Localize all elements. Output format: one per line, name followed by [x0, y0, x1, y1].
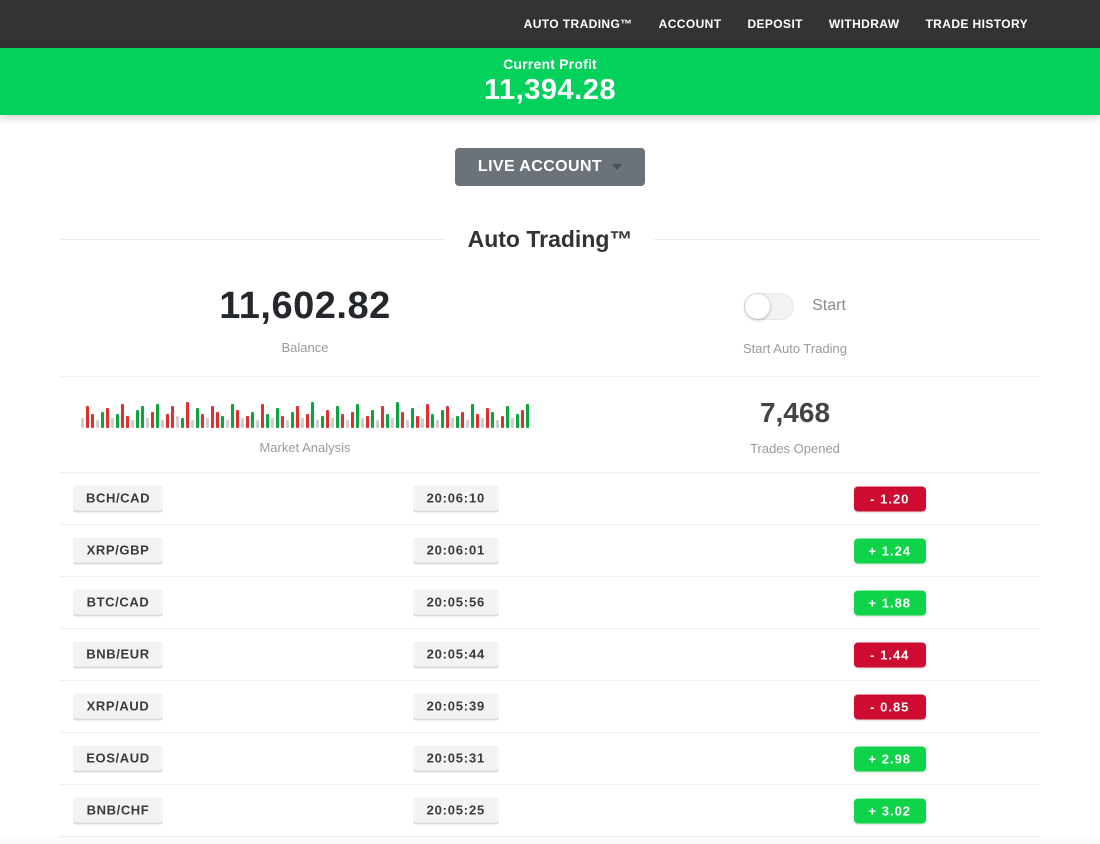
balance-value: 11,602.82 — [219, 284, 391, 327]
toggle-start-label: Start — [812, 297, 846, 314]
toggle-knob — [745, 293, 771, 319]
auto-trading-block: Start Start Auto Trading — [550, 283, 1040, 356]
chevron-down-icon — [612, 164, 623, 170]
market-analysis-label: Market Analysis — [259, 440, 351, 455]
top-navbar: AUTO TRADING™ ACCOUNT DEPOSIT WITHDRAW T… — [0, 0, 1100, 48]
time-badge: 20:06:10 — [412, 485, 499, 512]
trade-row: EOS/AUD 20:05:31 + 2.98 — [60, 733, 1040, 785]
result-badge: + 3.02 — [853, 798, 926, 823]
nav-deposit[interactable]: DEPOSIT — [747, 17, 803, 31]
trade-row: BNB/CHF 20:05:25 + 3.02 — [60, 785, 1040, 837]
current-profit-label: Current Profit — [503, 56, 597, 72]
start-auto-trading-label: Start Auto Trading — [742, 341, 848, 356]
section-divider: Auto Trading™ — [60, 226, 1040, 253]
trade-row: BNB/EUR 20:05:44 - 1.44 — [60, 629, 1040, 681]
time-badge: 20:05:44 — [412, 641, 499, 668]
time-badge: 20:05:39 — [412, 693, 499, 720]
current-profit-value: 11,394.28 — [484, 74, 616, 106]
trades-list: BCH/CAD 20:06:10 - 1.20 XRP/GBP 20:06:01… — [60, 473, 1040, 837]
pair-badge: BNB/CHF — [73, 797, 163, 824]
nav-auto-trading[interactable]: AUTO TRADING™ — [523, 17, 633, 31]
trades-opened-value: 7,468 — [759, 397, 831, 428]
time-badge: 20:05:31 — [412, 745, 499, 772]
live-account-dropdown[interactable]: LIVE ACCOUNT — [454, 148, 646, 186]
trade-row: BTC/CAD 20:05:56 + 1.88 — [60, 577, 1040, 629]
trades-opened-block: 7,468 Trades Opened — [550, 397, 1040, 456]
trade-row: XRP/AUD 20:05:39 - 0.85 — [60, 681, 1040, 733]
pair-badge: EOS/AUD — [73, 745, 163, 772]
result-badge: + 1.88 — [853, 590, 926, 615]
trade-row: XRP/GBP 20:06:01 + 1.24 — [60, 525, 1040, 577]
nav-trade-history[interactable]: TRADE HISTORY — [925, 17, 1028, 31]
live-account-label: LIVE ACCOUNT — [477, 158, 603, 175]
bottom-strip — [0, 837, 1100, 844]
market-analysis-chart — [81, 398, 529, 428]
result-badge: - 0.85 — [853, 694, 926, 719]
nav-account[interactable]: ACCOUNT — [658, 17, 722, 31]
page-title: Auto Trading™ — [467, 226, 633, 252]
current-profit-banner: Current Profit 11,394.28 — [0, 48, 1100, 115]
time-badge: 20:05:56 — [412, 589, 499, 616]
balance-block: 11,602.82 Balance — [60, 283, 550, 356]
time-badge: 20:05:25 — [412, 797, 499, 824]
result-badge: + 2.98 — [853, 746, 926, 771]
trade-row: BCH/CAD 20:06:10 - 1.20 — [60, 473, 1040, 525]
pair-badge: BCH/CAD — [73, 485, 164, 512]
auto-trading-toggle[interactable] — [744, 292, 795, 320]
pair-badge: BNB/EUR — [73, 641, 163, 668]
nav-withdraw[interactable]: WITHDRAW — [828, 17, 900, 31]
result-badge: - 1.44 — [853, 642, 926, 667]
pair-badge: XRP/AUD — [73, 693, 163, 720]
time-badge: 20:06:01 — [412, 537, 499, 564]
result-badge: - 1.20 — [853, 486, 926, 511]
pair-badge: BTC/CAD — [73, 589, 163, 616]
result-badge: + 1.24 — [853, 538, 926, 563]
balance-label: Balance — [281, 339, 329, 355]
market-analysis-block: Market Analysis — [60, 397, 550, 456]
pair-badge: XRP/GBP — [73, 537, 163, 564]
trades-opened-label: Trades Opened — [750, 441, 840, 456]
